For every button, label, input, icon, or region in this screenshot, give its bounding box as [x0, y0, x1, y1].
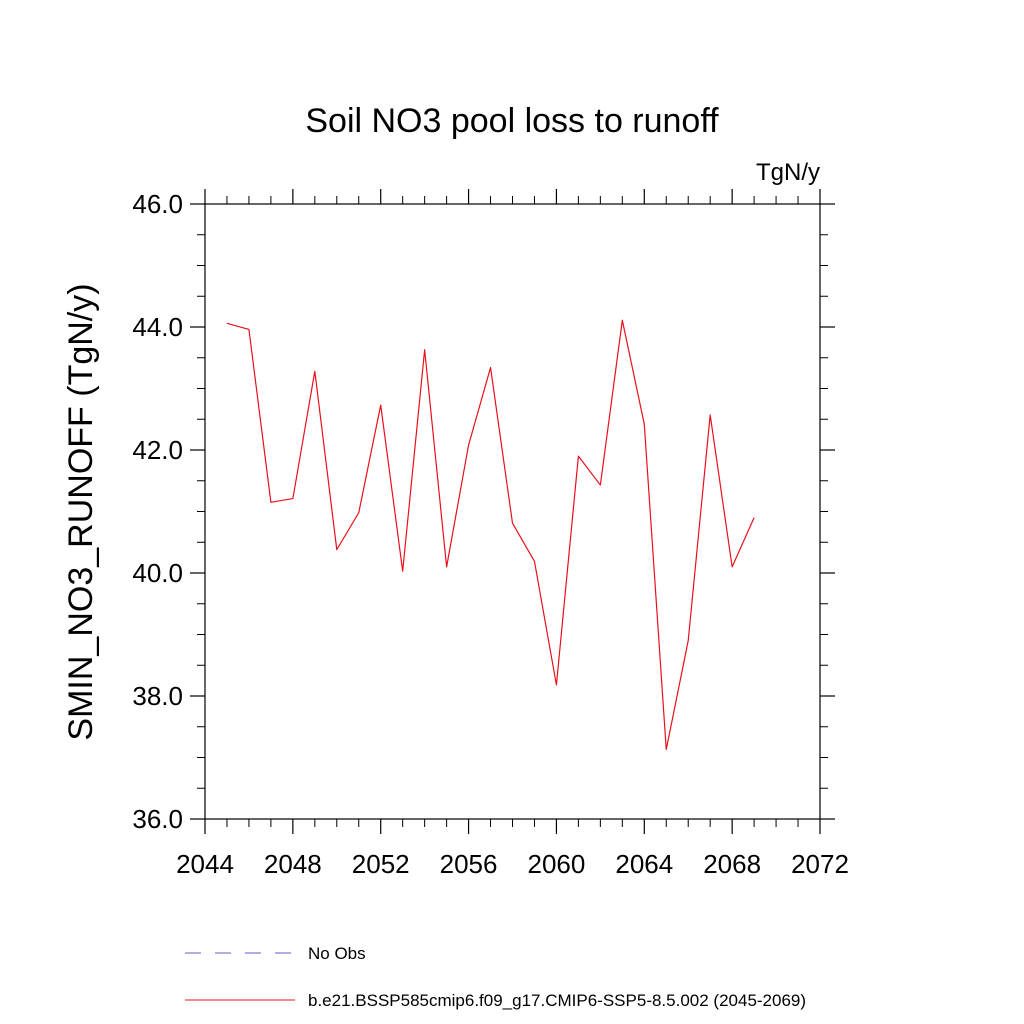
y-tick-label: 40.0 [132, 558, 183, 588]
x-tick-label: 2064 [615, 849, 673, 879]
x-tick-label: 2044 [176, 849, 234, 879]
legend-label-model-run: b.e21.BSSP585cmip6.f09_g17.CMIP6-SSP5-8.… [308, 991, 806, 1010]
y-tick-label: 38.0 [132, 681, 183, 711]
y-tick-label: 36.0 [132, 804, 183, 834]
chart-title: Soil NO3 pool loss to runoff [305, 102, 719, 140]
y-axis-label: SMIN_NO3_RUNOFF (TgN/y) [62, 283, 100, 740]
x-tick-label: 2072 [791, 849, 849, 879]
axis-ticks: 2044 2048 2052 2056 2060 2064 2068 2072 36.0 38.0… [132, 189, 849, 879]
legend: No Obs b.e21.BSSP585cmip6.f09_g17.CMIP6-… [185, 944, 806, 1010]
x-tick-label: 2048 [264, 849, 322, 879]
y-tick-label: 46.0 [132, 189, 183, 219]
plot-frame [204, 203, 821, 820]
y-tick-label: 42.0 [132, 435, 183, 465]
x-tick-label: 2052 [352, 849, 410, 879]
x-tick-label: 2056 [440, 849, 498, 879]
series-layer [226, 319, 755, 751]
y-tick-label: 44.0 [132, 312, 183, 342]
x-tick-label: 2060 [528, 849, 586, 879]
legend-label-no-obs: No Obs [308, 944, 366, 963]
x-tick-label: 2068 [703, 849, 761, 879]
units-label: TgN/y [756, 159, 820, 186]
series-line [226, 319, 755, 751]
